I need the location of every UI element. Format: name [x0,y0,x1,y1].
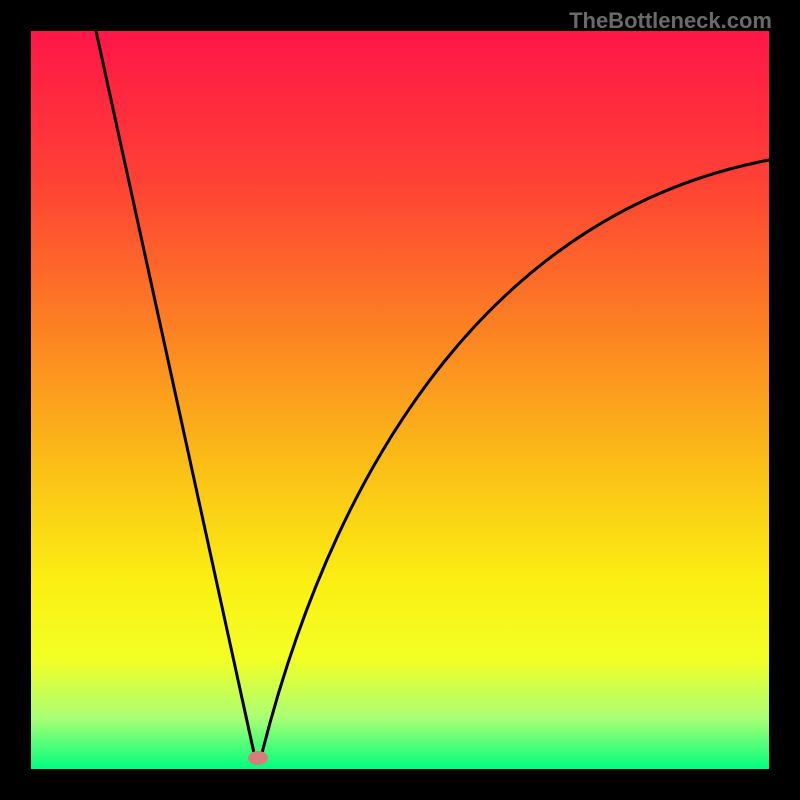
gradient-background [31,31,769,769]
chart-container: TheBottleneck.com [0,0,800,800]
watermark-text: TheBottleneck.com [569,8,772,34]
